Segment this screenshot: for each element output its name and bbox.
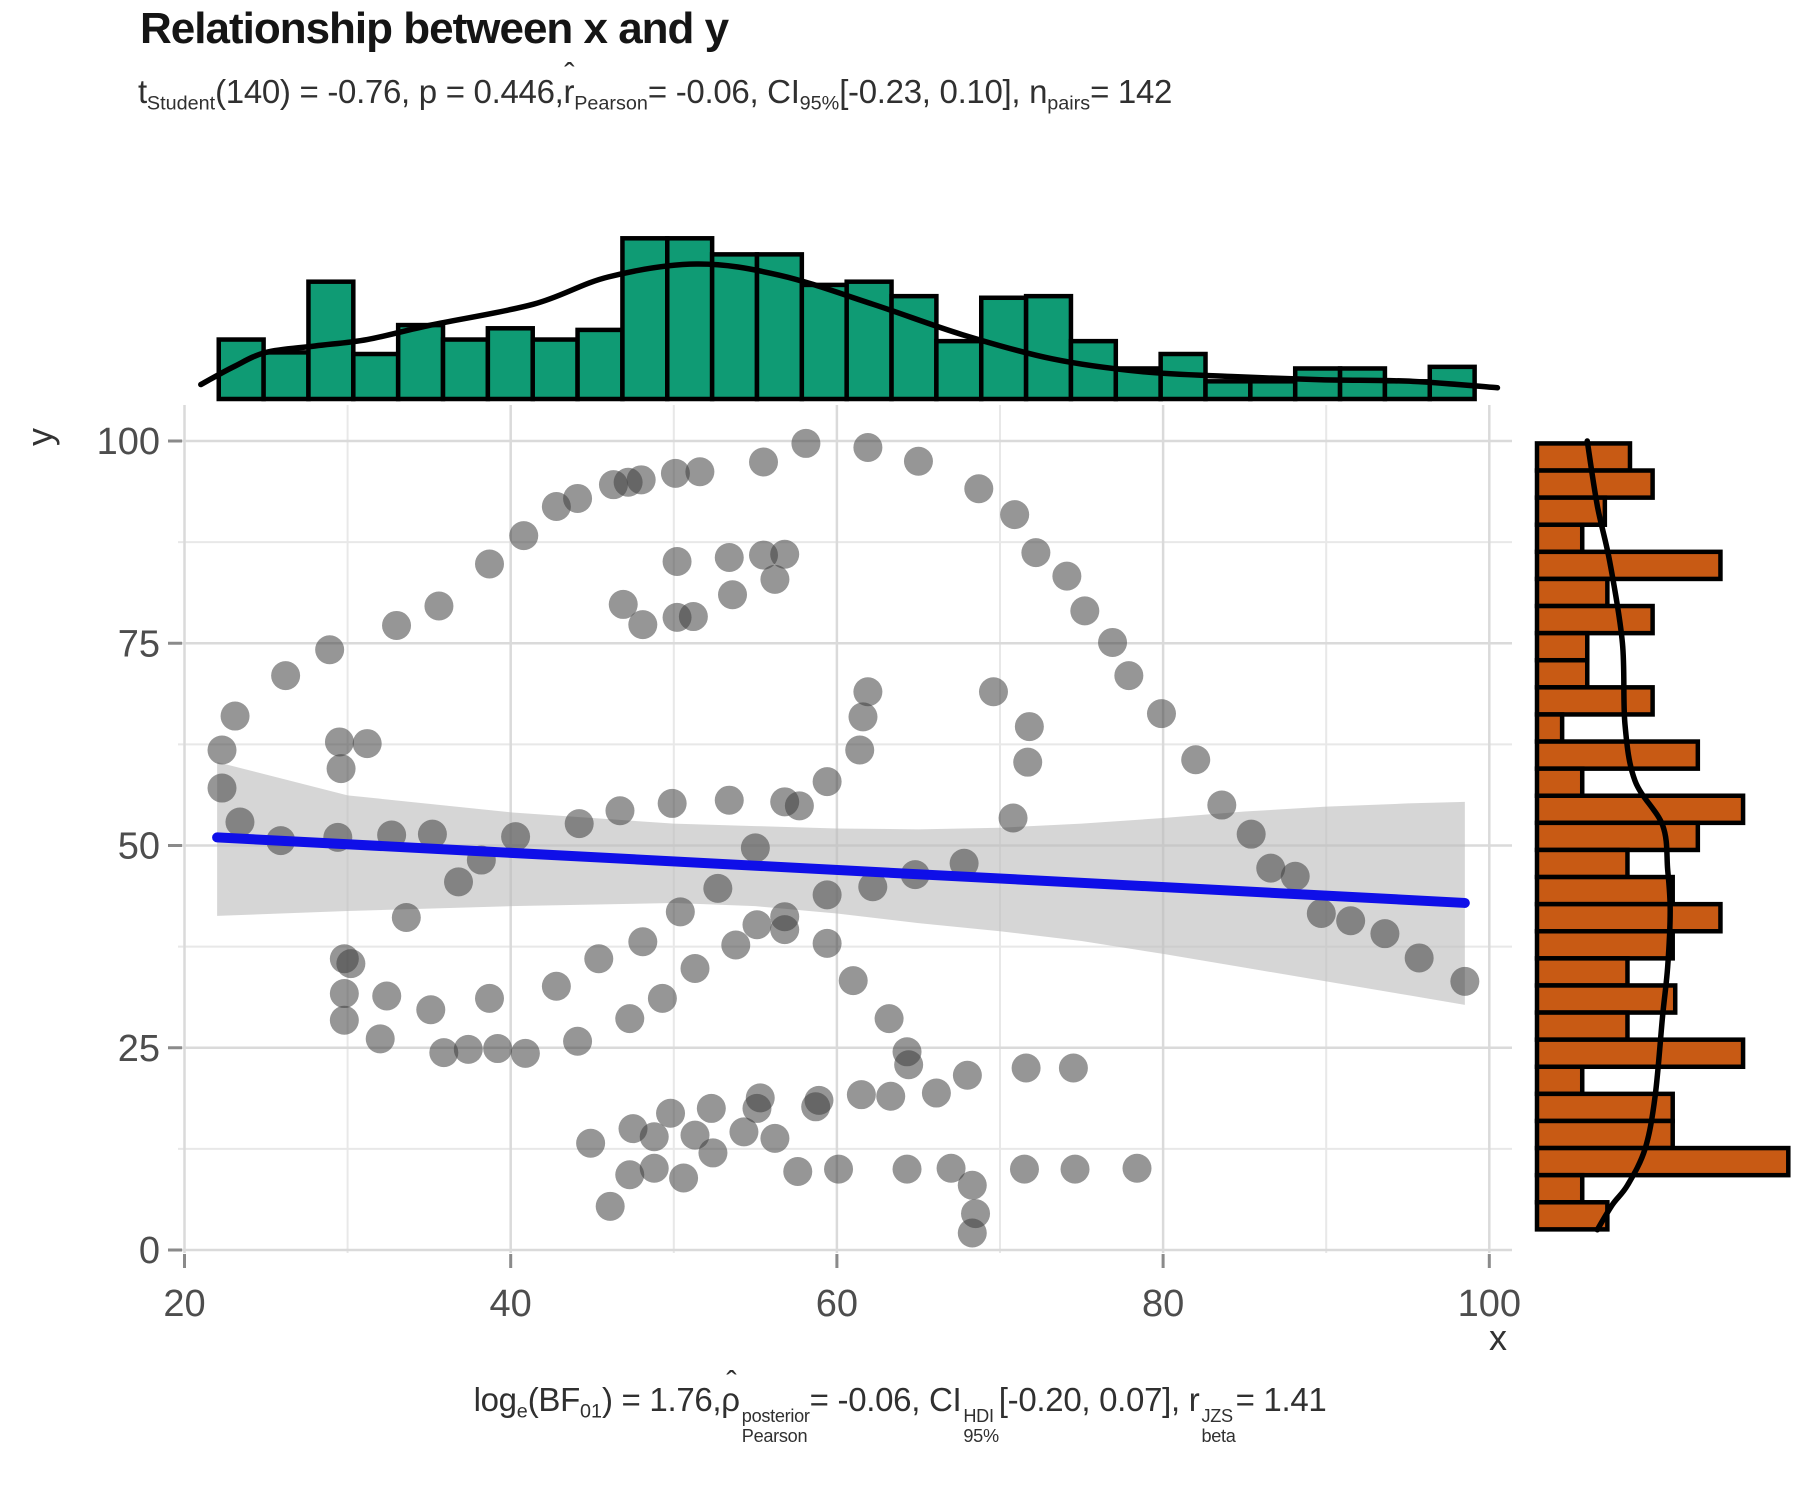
- axis-tick-marks: [168, 439, 1491, 1268]
- svg-text:80: 80: [1142, 1283, 1184, 1325]
- chart-caption-bayes-statistics: loge(BF01) = 1.76, ρ ˆ posterior Pearson = …: [0, 1364, 1800, 1446]
- text-segment: = 1.41: [1235, 1381, 1327, 1418]
- text-segment: tStudent: [138, 73, 216, 115]
- text-segment: r ˆ Pearson: [563, 56, 648, 115]
- text-segment: (BF01: [527, 1381, 602, 1423]
- confidence-band: [217, 762, 1465, 1005]
- svg-text:60: 60: [816, 1283, 858, 1325]
- scatter-points: [207, 428, 1480, 1248]
- text-segment: ρ ˆ posterior Pearson: [721, 1364, 810, 1446]
- svg-text:y: y: [19, 428, 60, 446]
- svg-text:100: 100: [97, 421, 160, 463]
- svg-text:20: 20: [163, 1283, 205, 1325]
- x-axis-tick-labels: 20 40 60 80 100: [163, 1283, 1521, 1325]
- text-segment: [-0.23, 0.10], npairs: [839, 73, 1091, 115]
- top-histogram: [216, 236, 1477, 402]
- svg-text:25: 25: [118, 1028, 160, 1070]
- regression-line: [212, 832, 1470, 908]
- chart-subtitle-statistics: tStudent(140) = -0.76, p = 0.446, r ˆ Pear…: [138, 56, 1173, 115]
- chart-title: Relationship between x and y: [140, 4, 729, 53]
- text-segment: = -0.06, CI95%: [647, 73, 840, 115]
- text-segment: = -0.06, CI HDI 95%: [809, 1381, 999, 1446]
- right-density-curve: [1584, 438, 1673, 1233]
- top-density-curve: [198, 261, 1501, 391]
- svg-text:100: 100: [1458, 1283, 1521, 1325]
- text-segment: loge: [473, 1381, 528, 1423]
- text-segment: ) = 1.76,: [602, 1381, 722, 1418]
- y-axis-tick-labels: 0 25 50 75 100: [97, 421, 160, 1272]
- text-segment: (140) = -0.76, p = 0.446,: [215, 73, 564, 110]
- text-segment: = 142: [1090, 73, 1173, 110]
- svg-text:50: 50: [118, 826, 160, 868]
- svg-text:75: 75: [118, 623, 160, 665]
- svg-text:40: 40: [490, 1283, 532, 1325]
- x-axis-title: x: [1489, 1317, 1507, 1358]
- svg-text:x: x: [1489, 1317, 1507, 1358]
- text-segment: [-0.20, 0.07], r JZS beta: [998, 1381, 1236, 1446]
- y-axis-title: y: [19, 428, 60, 446]
- svg-text:0: 0: [139, 1230, 160, 1272]
